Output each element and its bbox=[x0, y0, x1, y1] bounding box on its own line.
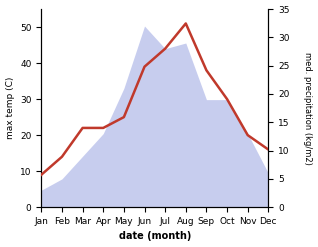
X-axis label: date (month): date (month) bbox=[119, 231, 191, 242]
Y-axis label: max temp (C): max temp (C) bbox=[5, 77, 15, 139]
Y-axis label: med. precipitation (kg/m2): med. precipitation (kg/m2) bbox=[303, 52, 313, 165]
